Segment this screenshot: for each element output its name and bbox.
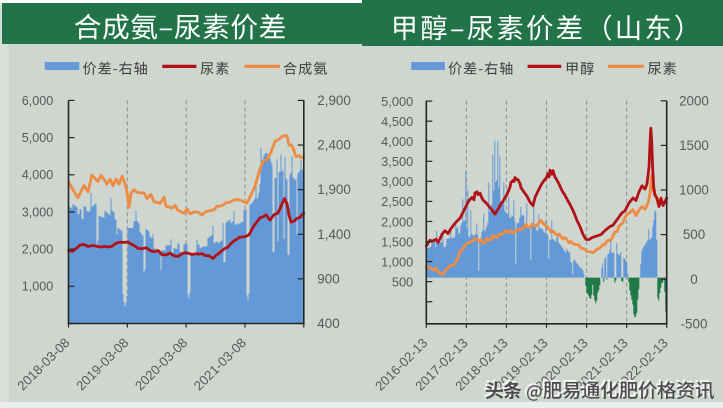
svg-text:2,400: 2,400 [317,138,351,153]
svg-text:1,000: 1,000 [22,280,54,294]
svg-text:1,500: 1,500 [381,234,413,249]
svg-text:2000: 2000 [679,93,709,108]
svg-text:400: 400 [317,316,339,331]
svg-text:6,000: 6,000 [22,94,54,108]
svg-text:1,000: 1,000 [381,254,413,269]
svg-text:2,000: 2,000 [381,214,413,229]
svg-text:1,400: 1,400 [317,227,351,242]
svg-text:1000: 1000 [679,183,709,198]
svg-text:3,500: 3,500 [381,154,413,169]
svg-text:-500: -500 [681,316,708,331]
svg-text:2,500: 2,500 [381,194,413,209]
svg-text:900: 900 [317,271,339,286]
svg-text:500: 500 [392,274,413,289]
svg-text:4,000: 4,000 [381,134,413,149]
svg-text:5,000: 5,000 [22,131,54,145]
svg-text:4,500: 4,500 [381,114,413,129]
svg-text:1,900: 1,900 [317,182,351,197]
svg-text:2,000: 2,000 [22,243,54,257]
svg-text:4,000: 4,000 [22,168,54,182]
svg-text:1500: 1500 [679,138,709,153]
svg-text:3,000: 3,000 [381,174,413,189]
svg-text:2,900: 2,900 [317,93,351,108]
svg-text:3,000: 3,000 [22,205,54,219]
svg-text:0: 0 [690,272,697,287]
svg-text:5,000: 5,000 [381,94,413,109]
svg-text:500: 500 [683,227,705,242]
